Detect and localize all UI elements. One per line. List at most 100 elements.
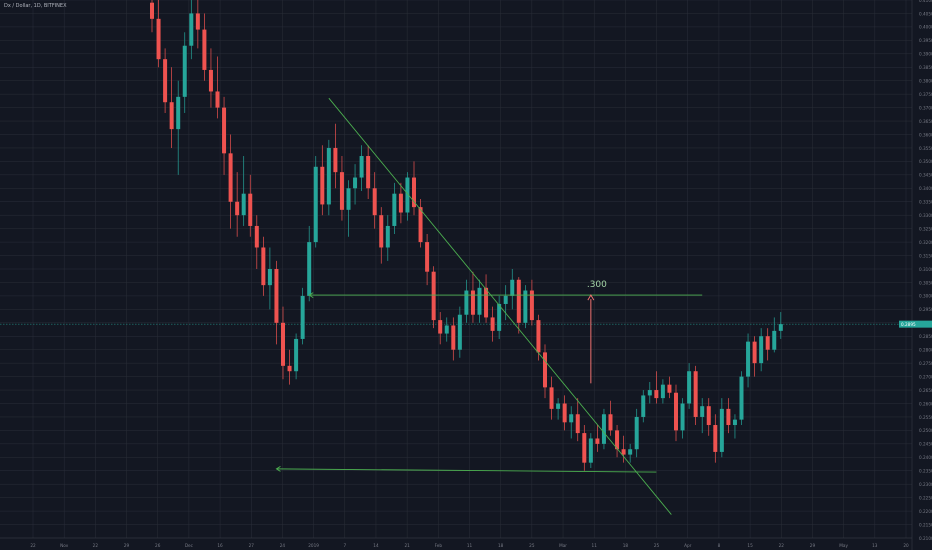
candle-body [582, 433, 587, 463]
candle-body [660, 384, 665, 399]
x-tick-label: 11 [592, 543, 598, 548]
candle-body [208, 69, 213, 92]
candle-body [732, 419, 737, 426]
candle-body [667, 384, 672, 393]
x-tick-label: 29 [124, 543, 130, 548]
x-tick-label: 29 [810, 543, 816, 548]
trendline-resistance [328, 97, 657, 497]
candle-body [516, 279, 521, 323]
last-price-label: 0.2895 [901, 322, 916, 327]
candle-body [543, 352, 547, 388]
candle-body [700, 406, 705, 417]
candle-body [163, 59, 168, 103]
x-tick-label: 2019 [308, 543, 319, 548]
x-tick-label: 22 [779, 543, 785, 548]
candle-body [628, 449, 633, 455]
candle-body [759, 336, 764, 364]
candle-body [307, 242, 312, 296]
x-tick-label: 20 [903, 543, 909, 548]
candle-body [176, 96, 181, 130]
candle-body [752, 341, 757, 364]
candle-body [693, 371, 698, 417]
candle-body [457, 314, 462, 350]
candle-body [510, 279, 515, 296]
x-tick-label: 22 [30, 543, 36, 548]
x-tick-label: 14 [373, 543, 379, 548]
candle-body [451, 325, 456, 350]
x-tick-label: May [839, 543, 848, 548]
target-annotation: .300 [587, 280, 607, 290]
candle-body [706, 406, 711, 426]
candle-body [497, 303, 502, 331]
x-tick-label: 8 [718, 543, 721, 548]
candle-body [484, 287, 489, 318]
candle-body [281, 322, 285, 366]
candle-body [353, 177, 358, 189]
x-tick-label: Feb [435, 543, 443, 548]
x-tick-label: 7 [343, 543, 346, 548]
candle-body [765, 336, 770, 350]
candle-body [228, 153, 233, 202]
candle-body [556, 403, 561, 409]
candle-body [294, 338, 299, 372]
candle-body [687, 371, 692, 404]
candle-body [339, 172, 344, 210]
candle-body [326, 147, 331, 205]
candle-body [235, 201, 240, 216]
candle-body [634, 416, 639, 450]
line-arrow-head [275, 465, 281, 472]
candle-body [392, 193, 397, 226]
candle-body [385, 225, 390, 248]
symbol-label: Dx / Dollar, 1D, BITFINEX [4, 3, 67, 9]
candle-body [595, 438, 600, 444]
candle-body [425, 242, 430, 272]
x-tick-label: 15 [747, 543, 753, 548]
candle-body [608, 414, 613, 431]
x-tick-label: 25 [529, 543, 535, 548]
x-tick-label: Apr [684, 543, 692, 548]
candle-body [536, 320, 541, 353]
candle-body [366, 156, 371, 189]
candle-body [333, 147, 338, 173]
x-tick-label: Dec [185, 543, 194, 548]
y-tick-label: 0.2100 [919, 536, 932, 541]
candle-body [222, 107, 227, 154]
candle-body [477, 287, 482, 315]
candle-body [202, 29, 207, 70]
candle-body [379, 215, 384, 248]
candle-body [674, 392, 678, 431]
candle-body [647, 390, 652, 396]
x-tick-label: Mar [559, 543, 567, 548]
candle-body [615, 430, 620, 450]
candle-body [529, 290, 534, 321]
candle-body [726, 408, 731, 426]
candle-body [778, 324, 783, 331]
candle-body [746, 341, 751, 377]
x-tick-label: 13 [872, 543, 878, 548]
candle-body [569, 414, 574, 423]
candle-body [274, 269, 279, 323]
candle-body [189, 13, 194, 46]
candle-body [438, 320, 443, 334]
candle-body [215, 91, 220, 108]
